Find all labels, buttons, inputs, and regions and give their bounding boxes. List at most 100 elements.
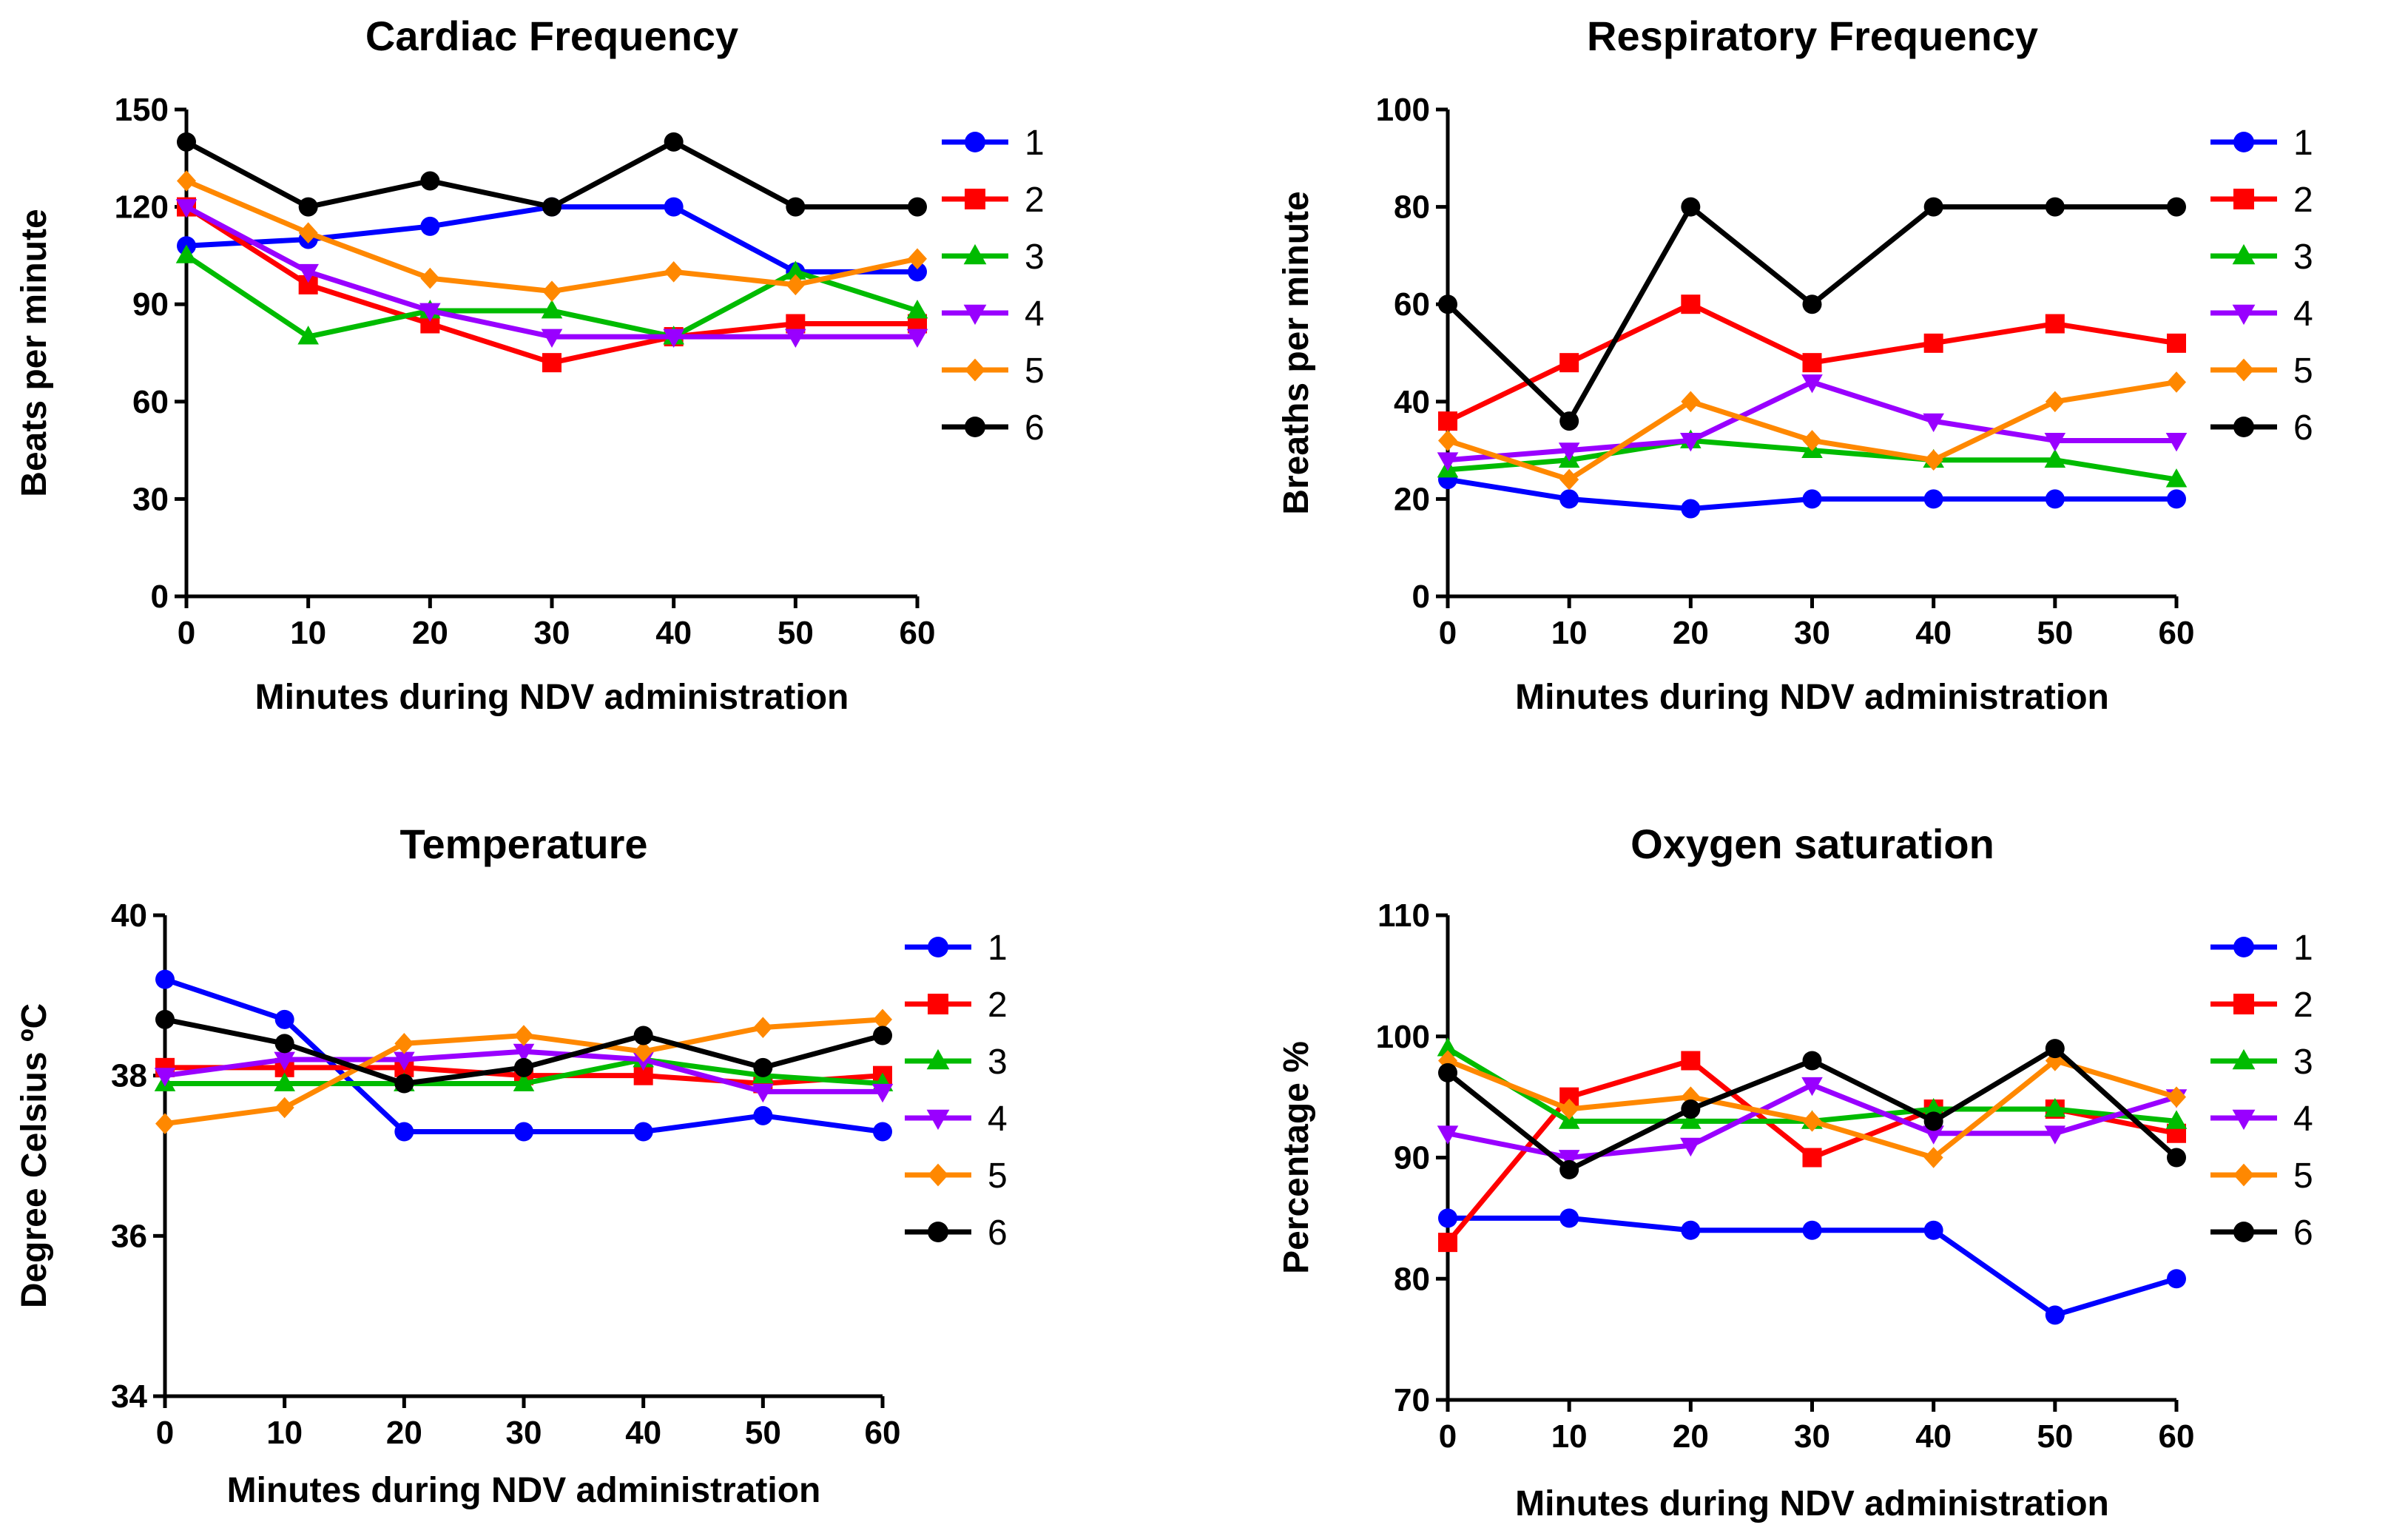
series-6 [1438,1039,2186,1179]
y-tick-label: 40 [111,898,147,934]
legend-label: 3 [2293,1043,2313,1082]
data-point [2045,1039,2065,1059]
data-point [753,1057,773,1077]
data-point [753,1017,773,1038]
data-point [785,329,806,348]
data-point [1802,1051,1822,1071]
y-tick-label: 0 [1412,579,1430,615]
legend-item-4: 4 [2210,1099,2313,1139]
chart-title: Respiratory Frequency [1587,13,2038,59]
data-point [298,222,318,243]
data-point [1802,1220,1822,1240]
legend-label: 6 [1025,408,1045,448]
x-tick-label: 50 [745,1415,781,1451]
data-point [1681,391,1701,413]
data-point [1559,1159,1579,1179]
data-point [2167,489,2186,509]
y-tick-label: 34 [111,1378,147,1415]
legend-marker [2232,243,2256,265]
data-point [1923,1220,1943,1240]
data-point [2045,197,2065,217]
legend-marker [2233,937,2254,957]
data-point [873,1008,892,1031]
data-point [2165,433,2188,452]
data-point [2167,1269,2186,1289]
data-point [1681,197,1701,217]
data-point [541,329,563,348]
series-5 [1438,371,2186,491]
legend-item-1: 1 [905,929,1008,968]
data-point [542,353,561,373]
legend-item-5: 5 [905,1156,1008,1196]
x-tick-label: 10 [1551,615,1588,651]
legend-marker [965,358,985,382]
data-point [1923,449,1943,471]
y-tick-label: 100 [1376,92,1430,128]
legend-item-6: 6 [942,408,1045,448]
x-tick-label: 60 [2159,1418,2195,1455]
series-5 [155,1008,892,1134]
legend-item-1: 1 [2210,929,2313,968]
data-point [1438,430,1457,451]
data-point [2045,489,2065,509]
data-point [154,1068,176,1087]
data-point [873,1026,892,1045]
data-point [1802,1148,1822,1168]
data-point [274,1097,294,1119]
data-point [1802,489,1822,509]
legend-item-2: 2 [2210,986,2313,1025]
data-point [663,329,684,348]
legend-marker [2232,1048,2256,1070]
legend-marker [926,1109,950,1131]
legend-item-6: 6 [905,1213,1008,1253]
legend-marker [2232,304,2256,326]
series-6 [177,132,927,217]
legend-item-4: 4 [905,1099,1008,1139]
series-5 [1438,1050,2186,1168]
data-point [394,1033,414,1054]
data-point [1559,1098,1579,1120]
x-tick-label: 0 [1439,615,1457,651]
data-point [1559,489,1579,509]
data-point [2167,197,2186,217]
legend-item-2: 2 [905,986,1008,1025]
y-tick-label: 150 [115,92,169,128]
data-point [1437,452,1459,471]
legend-label: 4 [1025,294,1045,334]
legend-item-2: 2 [942,181,1045,220]
data-point [420,216,440,236]
legend-marker [965,417,985,437]
y-tick-label: 20 [1394,481,1430,517]
data-point [908,262,927,282]
data-point [155,969,175,989]
x-axis-label: Minutes during NDV administration [1515,1484,2109,1523]
x-tick-label: 50 [2037,615,2073,651]
series-1 [1438,1208,2186,1325]
data-point [514,1057,533,1077]
data-point [1680,1137,1702,1157]
legend-marker [963,304,987,326]
legend-marker [2233,994,2254,1014]
data-point [298,197,318,217]
data-point [1923,1125,1944,1145]
data-point [514,1122,533,1142]
data-point [1923,489,1943,509]
data-point [2165,468,2188,488]
data-point [1559,468,1579,491]
legend-label: 1 [2293,929,2313,968]
data-point [2044,433,2066,452]
legend-item-5: 5 [2210,351,2313,391]
x-tick-label: 40 [1915,615,1952,651]
x-axis-label: Minutes during NDV administration [1515,678,2109,717]
legend-label: 6 [2293,408,2313,448]
data-point [873,1122,892,1142]
x-tick-label: 20 [412,615,448,651]
x-tick-label: 20 [386,1415,422,1451]
y-axis-label: Beats per minute [15,209,54,496]
legend-label: 2 [988,986,1008,1025]
series-5 [177,170,927,302]
data-point [871,1083,894,1103]
series-1 [155,969,892,1142]
legend-item-1: 1 [942,124,1045,163]
